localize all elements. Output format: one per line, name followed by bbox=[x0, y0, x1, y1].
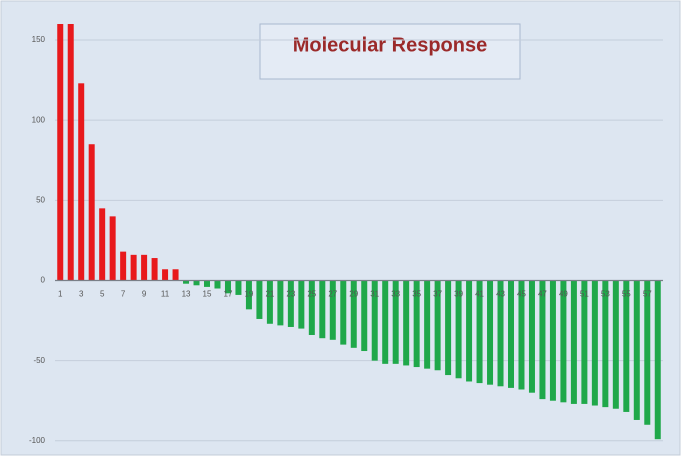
x-tick-label: 15 bbox=[203, 290, 212, 299]
x-tick-label: 17 bbox=[224, 290, 233, 299]
bar bbox=[88, 144, 95, 281]
bar bbox=[109, 216, 116, 281]
bar bbox=[204, 280, 210, 287]
bar bbox=[172, 269, 179, 281]
x-tick-label: 31 bbox=[370, 290, 379, 299]
bar bbox=[466, 280, 473, 382]
bar bbox=[591, 280, 598, 406]
bar bbox=[67, 24, 74, 281]
chart-title: Molecular Response bbox=[293, 34, 488, 56]
bar bbox=[644, 280, 651, 425]
y-tick-label: -100 bbox=[29, 436, 46, 445]
x-tick-label: 1 bbox=[58, 290, 63, 299]
x-tick-label: 39 bbox=[454, 290, 463, 299]
x-tick-label: 57 bbox=[643, 290, 652, 299]
x-tick-label: 37 bbox=[433, 290, 442, 299]
bar bbox=[319, 280, 326, 339]
bar bbox=[340, 280, 347, 345]
bar bbox=[528, 280, 535, 393]
bar bbox=[518, 280, 525, 390]
bar bbox=[78, 83, 85, 281]
bar bbox=[403, 280, 410, 366]
x-tick-label: 43 bbox=[496, 290, 505, 299]
bar bbox=[497, 280, 504, 387]
bar bbox=[392, 280, 399, 364]
bar bbox=[581, 280, 588, 404]
x-tick-label: 47 bbox=[538, 290, 547, 299]
bar bbox=[183, 280, 190, 284]
bar bbox=[455, 280, 462, 379]
bar bbox=[424, 280, 431, 369]
bar bbox=[57, 24, 64, 281]
x-tick-label: 35 bbox=[412, 290, 421, 299]
x-tick-label: 51 bbox=[580, 290, 589, 299]
bar bbox=[235, 280, 242, 295]
y-tick-label: 150 bbox=[32, 35, 46, 44]
bar bbox=[193, 280, 200, 286]
bar bbox=[602, 280, 609, 408]
bar bbox=[224, 280, 231, 294]
bar bbox=[434, 280, 441, 371]
bar bbox=[298, 280, 305, 329]
bar bbox=[277, 280, 284, 326]
x-tick-label: 49 bbox=[559, 290, 568, 299]
x-tick-label: 33 bbox=[391, 290, 400, 299]
bar bbox=[508, 280, 514, 388]
bar bbox=[612, 280, 619, 409]
bar bbox=[151, 258, 158, 281]
bar bbox=[214, 280, 221, 289]
x-tick-label: 13 bbox=[182, 290, 191, 299]
x-tick-label: 23 bbox=[286, 290, 295, 299]
bar bbox=[99, 208, 106, 281]
x-tick-label: 21 bbox=[265, 290, 274, 299]
bar bbox=[476, 280, 483, 384]
title-box bbox=[259, 23, 521, 80]
bar bbox=[287, 280, 294, 327]
bar bbox=[120, 251, 127, 281]
bar bbox=[413, 280, 420, 368]
bar bbox=[560, 280, 567, 403]
x-tick-label: 19 bbox=[244, 290, 253, 299]
bar bbox=[654, 280, 661, 440]
bar bbox=[445, 280, 452, 376]
bar bbox=[130, 254, 137, 281]
y-tick-label: 0 bbox=[41, 276, 46, 285]
x-tick-label: 41 bbox=[475, 290, 484, 299]
bar bbox=[361, 280, 368, 352]
bar bbox=[633, 280, 640, 420]
x-tick-label: 7 bbox=[121, 290, 126, 299]
x-tick-label: 9 bbox=[142, 290, 147, 299]
bar bbox=[570, 280, 577, 404]
x-tick-label: 45 bbox=[517, 290, 526, 299]
x-tick-label: 53 bbox=[601, 290, 610, 299]
x-tick-label: 29 bbox=[349, 290, 358, 299]
y-tick-label: 50 bbox=[36, 195, 45, 204]
x-tick-label: 11 bbox=[161, 290, 170, 299]
bar bbox=[371, 280, 378, 361]
bar bbox=[623, 280, 630, 412]
bar bbox=[539, 280, 546, 400]
bar bbox=[549, 280, 556, 401]
bar bbox=[266, 280, 273, 324]
bar bbox=[308, 280, 315, 335]
x-tick-label: 3 bbox=[79, 290, 84, 299]
y-tick-label: 100 bbox=[32, 115, 46, 124]
bar bbox=[245, 280, 252, 310]
bar bbox=[350, 280, 357, 348]
x-tick-label: 27 bbox=[328, 290, 337, 299]
x-tick-label: 55 bbox=[622, 290, 631, 299]
bar bbox=[256, 280, 263, 319]
bar bbox=[141, 254, 148, 281]
x-tick-label: 25 bbox=[307, 290, 316, 299]
bar bbox=[329, 280, 336, 340]
bar bbox=[162, 269, 169, 281]
bar bbox=[382, 280, 389, 364]
x-tick-label: 5 bbox=[100, 290, 105, 299]
bar bbox=[487, 280, 494, 385]
y-tick-label: -50 bbox=[33, 356, 45, 365]
